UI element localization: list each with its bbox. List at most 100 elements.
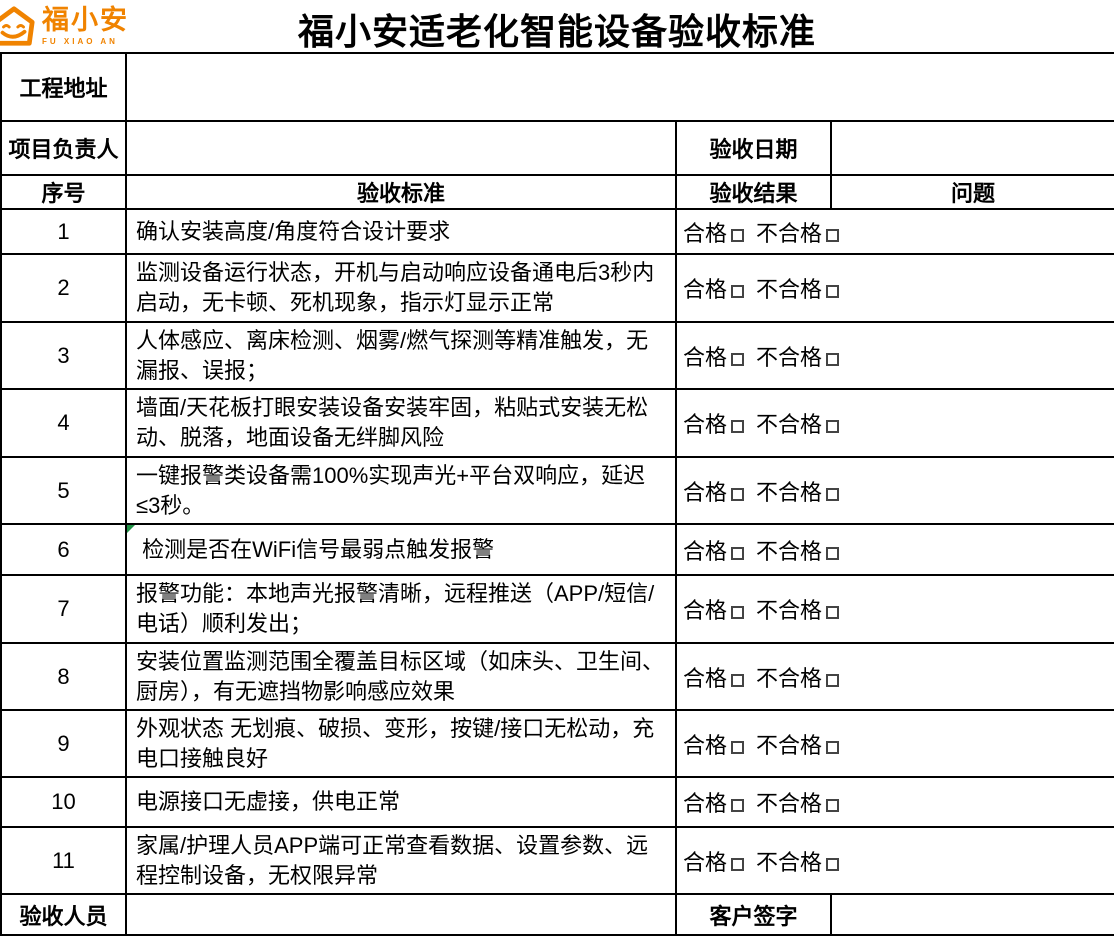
row-number: 11 (0, 826, 127, 895)
acceptance-table: 工程地址 项目负责人 验收日期 序号 验收标准 验收结果 问题 1 确认安装高度/… (0, 52, 1114, 936)
pass-label: 合格 (683, 538, 728, 564)
result-cell: 合格 不合格 (674, 321, 1114, 390)
pass-checkbox[interactable] (731, 352, 745, 366)
title-band: 福小安 FU XIAO AN 福小安适老化智能设备验收标准 (0, 0, 1114, 52)
fail-checkbox[interactable] (826, 606, 840, 619)
pass-label: 合格 (683, 665, 728, 691)
fail-checkbox[interactable] (826, 285, 840, 298)
pass-checkbox[interactable] (731, 673, 745, 687)
criteria-row-5: 5 一键报警类设备需100%实现声光+平台双响应，延迟≤3秒。 合格 不合格 (0, 456, 1114, 525)
acceptance-date-label: 验收日期 (675, 120, 832, 176)
pass-label: 合格 (683, 344, 728, 370)
page-title: 福小安适老化智能设备验收标准 (297, 11, 816, 52)
customer-signature-input[interactable] (829, 893, 1114, 936)
column-header-result: 验收结果 (675, 174, 832, 210)
fail-label: 不合格 (756, 277, 823, 302)
criteria-text: 报警功能：本地声光报警清晰，远程推送（APP/短信/电话）顺利发出； (125, 574, 677, 644)
result-cell: 合格 不合格 (674, 253, 1114, 323)
pass-checkbox[interactable] (731, 420, 745, 433)
project-manager-input[interactable] (125, 120, 677, 176)
criteria-text: 墙面/天花板打眼安装设备安装牢固，粘贴式安装无松动、脱落，地面设备无绊脚风险 (125, 388, 677, 458)
result-cell: 合格 不合格 (674, 826, 1114, 895)
row-number: 1 (0, 208, 127, 255)
pass-checkbox[interactable] (731, 487, 745, 501)
pass-checkbox[interactable] (731, 546, 745, 560)
pass-label: 合格 (683, 732, 728, 758)
criteria-row-10: 10 电源接口无虚接，供电正常 合格 不合格 (0, 776, 1114, 828)
pass-checkbox[interactable] (731, 285, 745, 298)
pass-label: 合格 (683, 598, 728, 623)
fail-label: 不合格 (756, 791, 823, 816)
pass-checkbox[interactable] (731, 740, 745, 754)
column-header-criteria: 验收标准 (125, 174, 677, 210)
pass-label: 合格 (683, 412, 728, 437)
fail-checkbox[interactable] (826, 420, 840, 433)
fail-label: 不合格 (756, 344, 823, 370)
acceptance-date-input[interactable] (829, 120, 1114, 176)
fail-checkbox[interactable] (826, 799, 840, 812)
row-number: 6 (0, 523, 127, 576)
customer-signature-label: 客户签字 (675, 893, 832, 936)
pass-checkbox[interactable] (731, 857, 745, 871)
inspector-label: 验收人员 (0, 893, 127, 936)
project-manager-row: 项目负责人 验收日期 (0, 120, 1114, 176)
brand-logo: 福小安 FU XIAO AN (0, 4, 129, 48)
fail-label: 不合格 (756, 732, 823, 758)
pass-label: 合格 (683, 220, 728, 246)
fail-checkbox[interactable] (826, 352, 840, 366)
row-number: 9 (0, 709, 127, 778)
project-address-input[interactable] (124, 52, 1114, 122)
row-number: 7 (0, 574, 127, 644)
criteria-row-7: 7 报警功能：本地声光报警清晰，远程推送（APP/短信/电话）顺利发出； 合格 不合格 (0, 574, 1114, 644)
row-number: 4 (0, 388, 127, 458)
criteria-text: 人体感应、离床检测、烟雾/燃气探测等精准触发，无漏报、误报； (125, 321, 677, 390)
project-address-row: 工程地址 (0, 52, 1114, 122)
fail-checkbox[interactable] (826, 546, 840, 560)
row-number: 5 (0, 456, 127, 525)
criteria-text: 外观状态 无划痕、破损、变形，按键/接口无松动，充电口接触良好 (125, 709, 677, 778)
fail-checkbox[interactable] (826, 857, 840, 871)
result-cell: 合格 不合格 (674, 642, 1114, 711)
criteria-row-9: 9 外观状态 无划痕、破损、变形，按键/接口无松动，充电口接触良好 合格 不合格 (0, 709, 1114, 778)
fail-checkbox[interactable] (826, 673, 840, 687)
project-manager-label: 项目负责人 (0, 120, 127, 176)
pass-checkbox[interactable] (731, 606, 745, 619)
signature-row: 验收人员 客户签字 (0, 893, 1114, 936)
result-cell: 合格 不合格 (674, 523, 1114, 576)
criteria-row-6: 6 检测是否在WiFi信号最弱点触发报警 合格 不合格 (0, 523, 1114, 576)
inspector-input[interactable] (125, 893, 677, 936)
fail-label: 不合格 (756, 479, 823, 505)
pass-label: 合格 (683, 849, 728, 875)
pass-checkbox[interactable] (731, 228, 745, 242)
fail-label: 不合格 (756, 849, 823, 875)
fail-label: 不合格 (756, 665, 823, 691)
result-cell: 合格 不合格 (674, 388, 1114, 458)
criteria-text: 一键报警类设备需100%实现声光+平台双响应，延迟≤3秒。 (125, 456, 677, 525)
criteria-text: 监测设备运行状态，开机与启动响应设备通电后3秒内启动，无卡顿、死机现象，指示灯显… (125, 253, 677, 323)
table-header-row: 序号 验收标准 验收结果 问题 (0, 174, 1114, 210)
fail-checkbox[interactable] (826, 228, 840, 242)
row-number: 10 (0, 776, 127, 828)
criteria-text: 检测是否在WiFi信号最弱点触发报警 (125, 523, 677, 576)
fail-label: 不合格 (756, 220, 823, 246)
fail-checkbox[interactable] (826, 740, 840, 754)
brand-name-en: FU XIAO AN (42, 36, 118, 46)
pass-checkbox[interactable] (731, 799, 745, 812)
fail-label: 不合格 (756, 598, 823, 623)
pass-label: 合格 (683, 791, 728, 816)
project-address-label: 工程地址 (0, 52, 127, 122)
row-number: 3 (0, 321, 127, 390)
result-cell: 合格 不合格 (674, 456, 1114, 525)
column-header-problem: 问题 (829, 174, 1114, 210)
fail-checkbox[interactable] (826, 487, 840, 501)
pass-label: 合格 (683, 479, 728, 505)
criteria-row-3: 3 人体感应、离床检测、烟雾/燃气探测等精准触发，无漏报、误报； 合格 不合格 (0, 321, 1114, 390)
criteria-row-11: 11 家属/护理人员APP端可正常查看数据、设置参数、远程控制设备，无权限异常 合格… (0, 826, 1114, 895)
pass-label: 合格 (683, 277, 728, 302)
column-header-no: 序号 (0, 174, 127, 210)
criteria-text: 家属/护理人员APP端可正常查看数据、设置参数、远程控制设备，无权限异常 (125, 826, 677, 895)
house-smiley-icon (0, 6, 35, 46)
cell-note-marker-icon (128, 526, 135, 533)
fail-label: 不合格 (756, 412, 823, 437)
